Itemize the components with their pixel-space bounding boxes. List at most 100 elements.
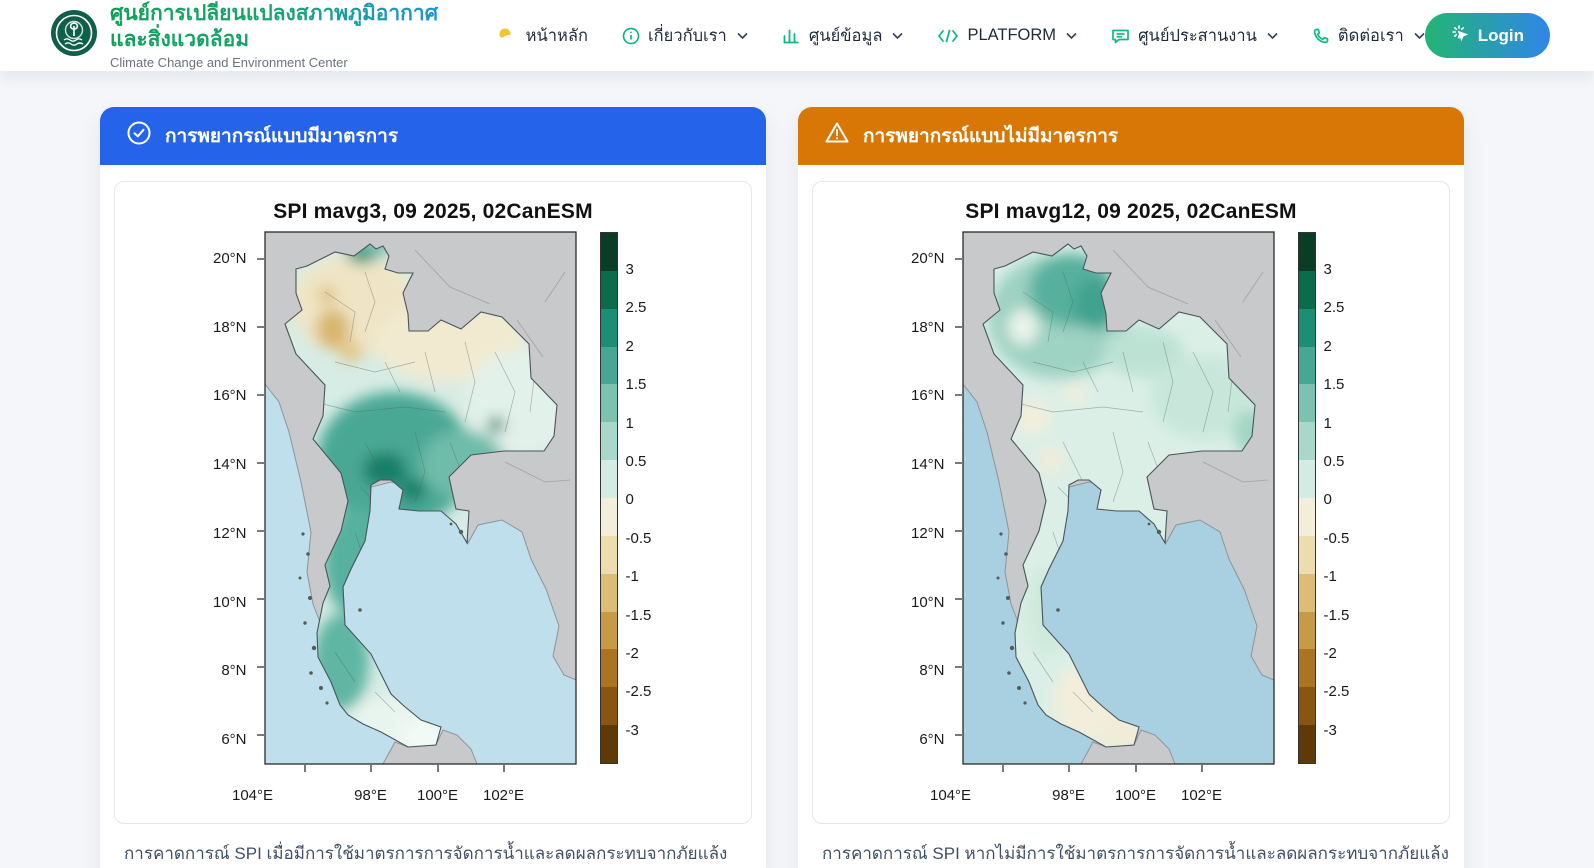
colorbar-tick-label: 0 — [1323, 491, 1332, 509]
lat-tick-label: 12°N — [212, 524, 247, 542]
figure-caption: การคาดการณ์ SPI หากไม่มีการใช้มาตรการการ… — [822, 844, 1449, 863]
lat-tick-label: 8°N — [919, 662, 945, 680]
nav-item-data-center[interactable]: ศูนย์ข้อมูล — [782, 23, 904, 49]
card-title: การพยากรณ์แบบไม่มีมาตรการ — [863, 126, 1119, 147]
colorbar-segment — [1298, 649, 1315, 688]
nav-label: ศูนย์ประสานงาน — [1138, 26, 1257, 45]
colorbar-tick-label: 1.5 — [1323, 376, 1345, 394]
figure-title: SPI mavg3, 09 2025, 02CanESM — [273, 200, 593, 223]
colorbar-segment — [600, 687, 617, 726]
warning-triangle-icon — [824, 120, 850, 152]
colorbar-tick-labels: 3 2.5 2 1.5 1 0.5 0 -0.5 -1 -1.5 -2 -2.5 -3 — [618, 230, 670, 783]
code-icon — [937, 28, 959, 44]
colorbar-segment — [600, 346, 617, 385]
colorbar — [599, 232, 618, 764]
colorbar-segment — [600, 233, 617, 271]
colorbar-segment — [600, 460, 617, 499]
nav-label: PLATFORM — [967, 26, 1057, 44]
info-icon — [622, 27, 640, 45]
lat-tick-label: 16°N — [910, 387, 945, 405]
lon-tick-label: 98°E — [354, 787, 387, 804]
lat-tick-label: 14°N — [910, 456, 945, 474]
colorbar-segment — [600, 725, 617, 764]
colorbar-tick-label: 2.5 — [1323, 299, 1345, 317]
main-nav: หน้าหลัก เกี่ยวกับเรา ศู — [496, 23, 1425, 49]
card-header-with-measures: การพยากรณ์แบบมีมาตรการ — [100, 107, 766, 165]
forecast-panels: การพยากรณ์แบบมีมาตรการ SPI mavg3, 09 202… — [0, 71, 1594, 868]
colorbar-segment — [600, 573, 617, 612]
colorbar — [1297, 232, 1316, 764]
colorbar-tick-label: 0.5 — [625, 453, 647, 471]
bar-chart-icon — [782, 27, 801, 45]
lat-tick-label: 10°N — [212, 593, 247, 611]
lon-tick-label: 102°E — [482, 787, 525, 804]
card-title: การพยากรณ์แบบมีมาตรการ — [165, 126, 399, 147]
brand-logo-title[interactable]: ศูนย์การเปลี่ยนแปลงสภาพภูมิอากาศและสิ่งแ… — [50, 1, 452, 71]
chevron-down-icon — [737, 32, 748, 40]
colorbar-tick-label: -2 — [625, 645, 639, 663]
card-with-measures: การพยากรณ์แบบมีมาตรการ SPI mavg3, 09 202… — [100, 107, 766, 868]
colorbar-segment — [1298, 573, 1315, 612]
colorbar-segment — [600, 498, 617, 536]
chevron-down-icon — [1414, 32, 1425, 40]
figure-caption: การคาดการณ์ SPI เมื่อมีการใช้มาตรการการจ… — [124, 844, 728, 863]
colorbar-segment — [600, 535, 617, 574]
colorbar-segment — [1298, 611, 1315, 650]
lat-tick-label: 8°N — [221, 662, 247, 680]
card-body: SPI mavg12, 09 2025, 02CanESM 20°N 18°N 16… — [798, 165, 1464, 868]
colorbar-segment — [600, 384, 617, 423]
spi-figure-mavg3: SPI mavg3, 09 2025, 02CanESM 20°N 18°N 16°… — [197, 192, 670, 809]
lon-tick-label: 100°E — [416, 787, 459, 804]
y-axis-tick-labels: 20°N 18°N 16°N 14°N 12°N 10°N 8°N 6°N — [197, 230, 253, 783]
card-body: SPI mavg3, 09 2025, 02CanESM 20°N 18°N 16°… — [100, 165, 766, 868]
colorbar-segment — [1298, 233, 1315, 271]
colorbar-tick-label: 1.5 — [625, 376, 647, 394]
lat-tick-label: 18°N — [910, 318, 945, 336]
colorbar-tick-labels: 3 2.5 2 1.5 1 0.5 0 -0.5 -1 -1.5 -2 -2.5 -3 — [1316, 230, 1368, 783]
lon-tick-label: 104°E — [929, 787, 972, 804]
lat-tick-label: 20°N — [910, 250, 945, 267]
lon-tick-label: 98°E — [1052, 787, 1085, 804]
y-axis-tick-labels: 20°N 18°N 16°N 14°N 12°N 10°N 8°N 6°N — [895, 230, 951, 783]
colorbar-tick-label: 2 — [625, 337, 634, 355]
colorbar-segment — [1298, 270, 1315, 309]
nav-item-about[interactable]: เกี่ยวกับเรา — [622, 23, 748, 49]
chevron-down-icon — [1267, 32, 1278, 40]
lat-tick-label: 6°N — [919, 730, 945, 748]
site-title: ศูนย์การเปลี่ยนแปลงสภาพภูมิอากาศและสิ่งแ… — [110, 1, 452, 54]
colorbar-segment — [1298, 725, 1315, 764]
colorbar-tick-label: -1.5 — [625, 606, 652, 624]
colorbar-tick-label: 3 — [1323, 261, 1332, 278]
lat-tick-label: 12°N — [910, 524, 945, 542]
thailand-spi-map-mavg3 — [256, 231, 577, 772]
login-label: Login — [1477, 25, 1524, 45]
lat-tick-label: 14°N — [212, 456, 247, 474]
map-figure-box: SPI mavg12, 09 2025, 02CanESM 20°N 18°N 16… — [812, 181, 1450, 824]
lon-tick-label: 102°E — [1180, 787, 1223, 804]
nav-item-coordination-center[interactable]: ศูนย์ประสานงาน — [1111, 23, 1278, 49]
map-figure-box: SPI mavg3, 09 2025, 02CanESM 20°N 18°N 16°… — [114, 181, 752, 824]
colorbar-tick-label: -3 — [625, 721, 639, 739]
top-navbar: ศูนย์การเปลี่ยนแปลงสภาพภูมิอากาศและสิ่งแ… — [0, 0, 1594, 71]
colorbar-tick-label: -3 — [1323, 721, 1337, 739]
thailand-spi-map-mavg12 — [954, 231, 1275, 772]
site-logo-icon — [50, 9, 98, 62]
colorbar-tick-label: 0.5 — [1323, 453, 1345, 471]
colorbar-segment — [1298, 422, 1315, 461]
nav-item-home[interactable]: หน้าหลัก — [496, 23, 588, 49]
colorbar-tick-label: 2 — [1323, 337, 1332, 355]
colorbar-segment — [1298, 535, 1315, 574]
colorbar-segment — [1298, 346, 1315, 385]
lat-tick-label: 6°N — [221, 730, 247, 748]
colorbar-segment — [1298, 498, 1315, 536]
colorbar-segment — [1298, 687, 1315, 726]
sun-cloud-icon — [496, 27, 518, 45]
colorbar-tick-label: 2.5 — [625, 299, 647, 317]
nav-item-contact[interactable]: ติดต่อเรา — [1312, 23, 1425, 49]
spi-figure-mavg12: SPI mavg12, 09 2025, 02CanESM 20°N 18°N 16… — [895, 192, 1368, 809]
nav-item-platform[interactable]: PLATFORM — [937, 26, 1077, 45]
site-subtitle: Climate Change and Environment Center — [110, 55, 348, 71]
login-button[interactable]: Login — [1424, 13, 1550, 58]
nav-label: ติดต่อเรา — [1337, 26, 1404, 45]
colorbar-segment — [600, 308, 617, 347]
